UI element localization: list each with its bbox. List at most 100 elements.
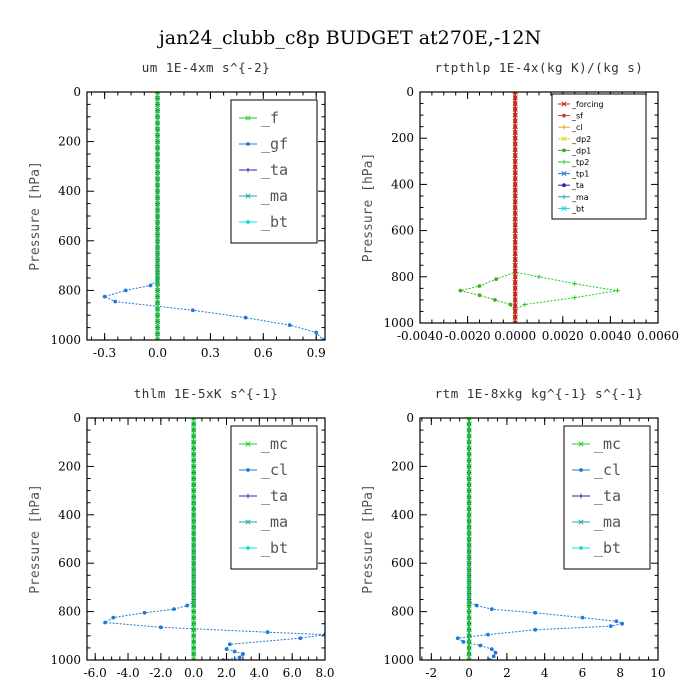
data-point bbox=[493, 650, 498, 655]
legend-box bbox=[563, 425, 651, 570]
data-point bbox=[154, 207, 161, 213]
data-point bbox=[508, 302, 513, 307]
legend-label: _tp2 bbox=[571, 158, 589, 167]
data-point bbox=[243, 315, 248, 320]
x-tick-label: 2 bbox=[503, 666, 511, 680]
data-point bbox=[191, 463, 197, 469]
data-point bbox=[489, 647, 494, 652]
data-point bbox=[512, 320, 516, 323]
data-point bbox=[486, 632, 490, 637]
data-point bbox=[533, 610, 538, 615]
x-tick-label: 0.0 bbox=[148, 346, 167, 360]
data-point bbox=[512, 314, 518, 320]
data-point bbox=[154, 95, 161, 101]
data-point bbox=[154, 108, 161, 114]
data-point bbox=[512, 170, 518, 176]
data-point bbox=[466, 433, 472, 439]
data-point bbox=[154, 219, 161, 225]
data-point bbox=[466, 645, 472, 651]
data-point bbox=[512, 251, 518, 257]
data-point bbox=[185, 603, 190, 608]
legend-label: _forcing bbox=[571, 100, 604, 109]
data-point bbox=[561, 205, 567, 211]
data-point bbox=[466, 439, 472, 445]
data-point bbox=[246, 468, 250, 472]
x-tick-label: -0.0040 bbox=[397, 329, 443, 343]
x-tick-label: 4 bbox=[541, 666, 549, 680]
data-point bbox=[458, 288, 463, 293]
panel-title: um 1E-4xm s^{-2} bbox=[142, 60, 270, 75]
data-point bbox=[514, 92, 518, 95]
data-point bbox=[466, 615, 472, 621]
data-point bbox=[191, 518, 197, 524]
y-tick-label: 0 bbox=[73, 85, 81, 99]
data-point bbox=[191, 548, 197, 554]
data-point bbox=[466, 457, 472, 463]
data-point bbox=[287, 323, 292, 328]
data-point bbox=[512, 112, 518, 118]
data-point bbox=[241, 652, 245, 656]
legend-label: _tp1 bbox=[571, 170, 589, 179]
data-point bbox=[154, 306, 161, 312]
legend-label: _ma bbox=[261, 187, 288, 205]
data-point bbox=[154, 337, 159, 340]
data-point bbox=[191, 536, 197, 542]
data-point bbox=[512, 118, 518, 124]
x-tick-label: 0.0040 bbox=[589, 329, 631, 343]
data-point bbox=[512, 291, 518, 297]
data-point bbox=[246, 220, 250, 224]
data-point bbox=[477, 284, 482, 288]
data-point bbox=[466, 584, 472, 590]
data-point bbox=[512, 274, 518, 280]
x-tick-label: -2.0 bbox=[149, 666, 172, 680]
data-point bbox=[191, 651, 197, 657]
y-tick-label: 1000 bbox=[50, 333, 81, 347]
x-tick-label: 4.0 bbox=[250, 666, 269, 680]
panel-title: rtm 1E-8xkg kg^{-1} s^{-1} bbox=[435, 386, 644, 401]
data-point bbox=[512, 216, 518, 222]
data-point bbox=[466, 554, 472, 560]
data-point bbox=[191, 506, 197, 512]
data-point bbox=[265, 630, 270, 635]
x-tick-label: 0.0 bbox=[184, 666, 203, 680]
data-point bbox=[191, 627, 197, 633]
data-point bbox=[245, 193, 251, 199]
data-point bbox=[562, 148, 566, 153]
data-point bbox=[466, 536, 472, 542]
legend-label: _cl bbox=[594, 461, 621, 479]
panel-um: um 1E-4xm s^{-2} Pressure [hPa] 0 200 400 600… bbox=[28, 60, 326, 360]
data-point bbox=[191, 560, 197, 566]
data-point bbox=[491, 654, 496, 659]
data-point bbox=[466, 421, 472, 427]
data-point bbox=[455, 636, 460, 641]
y-tick-label: 1000 bbox=[50, 653, 81, 667]
data-point bbox=[512, 268, 518, 274]
data-point bbox=[512, 124, 518, 130]
data-point bbox=[102, 294, 107, 299]
data-point bbox=[191, 542, 197, 548]
data-point bbox=[477, 293, 482, 298]
y-tick-label: 200 bbox=[58, 459, 81, 473]
legend-label: _bt bbox=[571, 204, 584, 213]
data-point bbox=[461, 639, 466, 644]
data-point bbox=[191, 488, 197, 494]
data-point bbox=[191, 427, 197, 433]
plot-frame bbox=[86, 91, 326, 341]
data-point bbox=[154, 182, 161, 188]
data-point bbox=[191, 602, 197, 609]
x-tick-label: -6.0 bbox=[84, 666, 107, 680]
legend-label: _gf bbox=[261, 135, 288, 153]
data-point bbox=[578, 441, 584, 447]
legend-label: _ta bbox=[571, 181, 584, 190]
data-point bbox=[512, 239, 518, 245]
data-point bbox=[561, 136, 567, 142]
x-tick-label: 2.0 bbox=[217, 666, 236, 680]
data-point bbox=[466, 524, 472, 530]
data-point bbox=[154, 145, 161, 151]
data-point bbox=[512, 222, 518, 228]
data-point bbox=[512, 135, 518, 141]
x-tick-label: -0.3 bbox=[93, 346, 116, 360]
data-point bbox=[578, 519, 584, 525]
data-point bbox=[512, 95, 518, 101]
